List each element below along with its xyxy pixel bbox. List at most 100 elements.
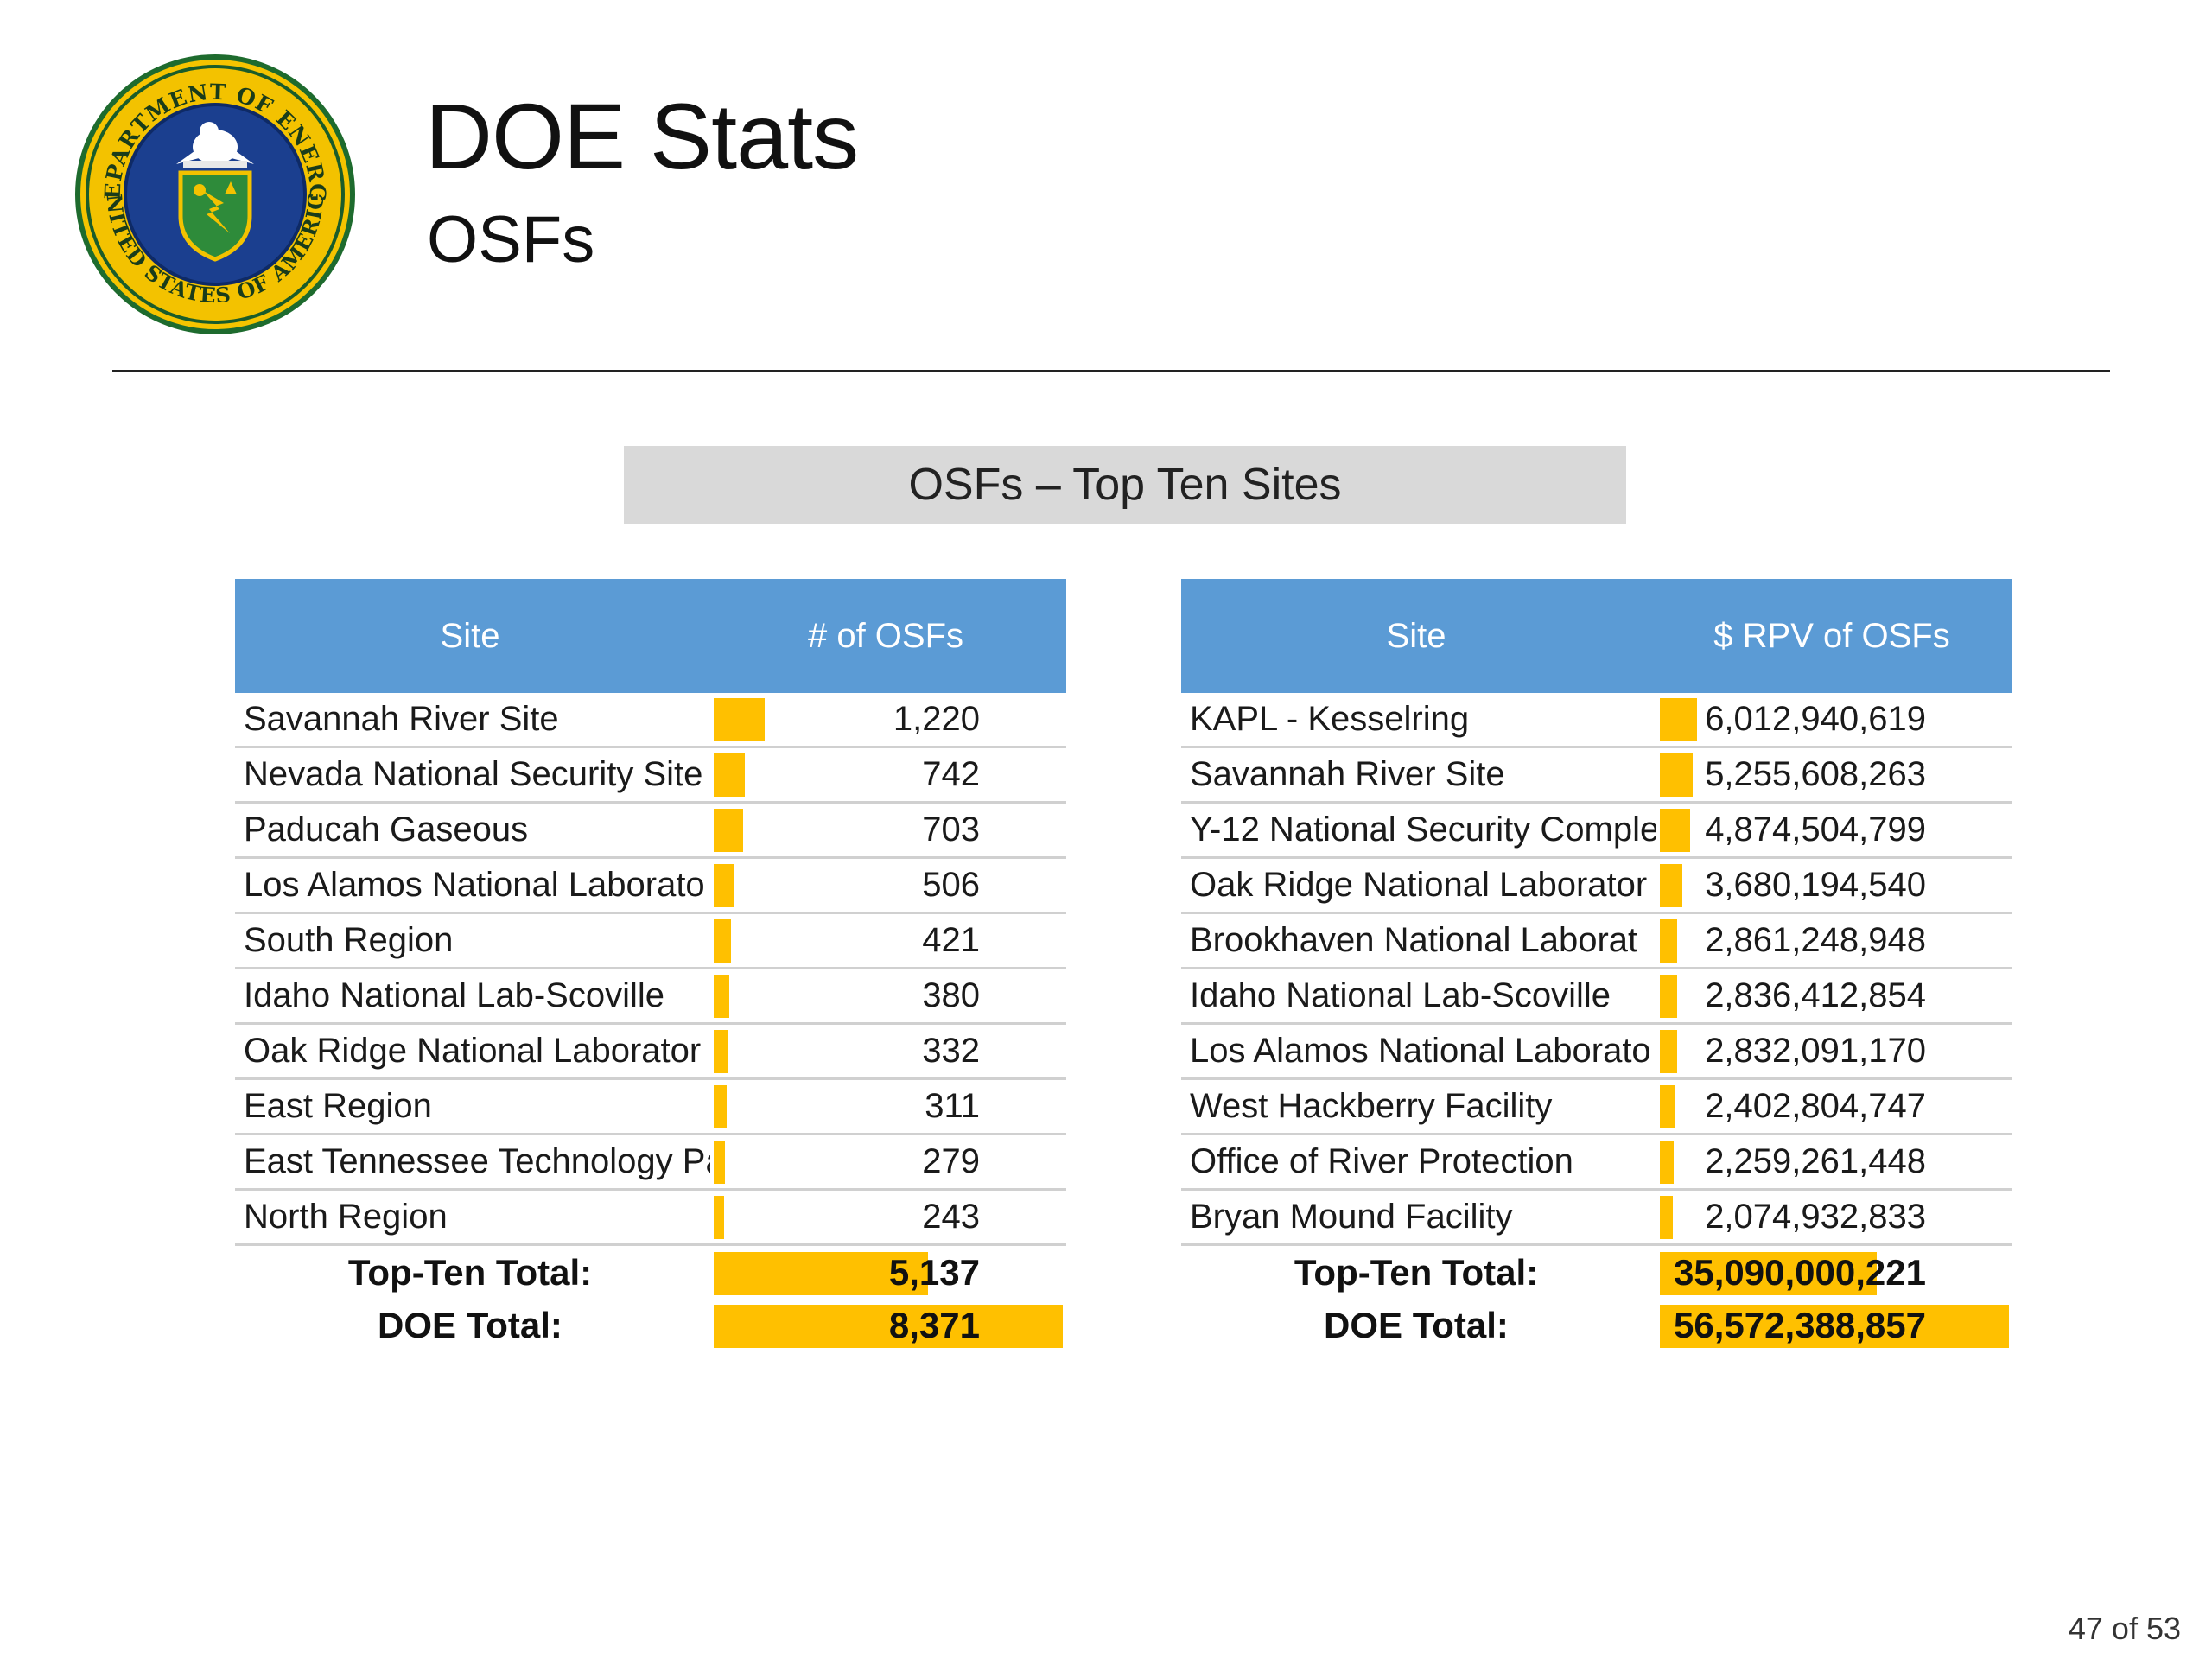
total-value: 8,371 <box>888 1305 980 1345</box>
data-bar <box>1660 1141 1674 1184</box>
data-bar <box>714 864 734 907</box>
row-value: 380 <box>922 976 980 1014</box>
row-value: 2,836,412,854 <box>1705 976 1926 1014</box>
total-bar <box>1660 1305 2009 1348</box>
data-bar <box>1660 1085 1675 1128</box>
data-bar <box>1660 809 1690 852</box>
site-name: East Tennessee Technology Pa <box>244 1142 710 1180</box>
table-header: Site # of OSFs <box>235 579 1066 693</box>
total-label: DOE Total: <box>378 1305 563 1345</box>
table-row: Idaho National Lab-Scoville 380 <box>235 969 1066 1025</box>
table-row: East Tennessee Technology Pa 279 <box>235 1135 1066 1191</box>
data-bar <box>714 753 745 797</box>
column-header-site: Site <box>440 616 500 655</box>
total-bar <box>714 1305 1063 1348</box>
site-name: North Region <box>244 1198 448 1236</box>
row-value: 742 <box>922 755 980 793</box>
row-value: 421 <box>922 921 980 959</box>
column-header-count: # of OSFs <box>807 616 964 655</box>
data-bar <box>714 1030 728 1073</box>
data-bar <box>714 698 765 741</box>
table-row: West Hackberry Facility 2,402,804,747 <box>1181 1080 2012 1135</box>
site-name: Idaho National Lab-Scoville <box>244 976 664 1014</box>
data-bar <box>714 975 729 1018</box>
site-name: KAPL - Kesselring <box>1190 700 1470 738</box>
data-bar <box>1660 919 1677 963</box>
site-name: Savannah River Site <box>1190 755 1505 793</box>
table-row: Bryan Mound Facility 2,074,932,833 <box>1181 1191 2012 1246</box>
site-name: East Region <box>244 1087 432 1125</box>
top-ten-total-row: Top-Ten Total: 5,137 <box>235 1246 1066 1299</box>
total-label: Top-Ten Total: <box>1294 1252 1539 1293</box>
data-bar <box>714 1141 725 1184</box>
table-row: Paducah Gaseous 703 <box>235 804 1066 859</box>
data-bar <box>714 809 743 852</box>
site-name: Y-12 National Security Comple <box>1190 810 1656 849</box>
table-row: Los Alamos National Laborato 506 <box>235 859 1066 914</box>
site-name: Oak Ridge National Laborator <box>1190 866 1648 904</box>
table-header: Site $ RPV of OSFs <box>1181 579 2012 693</box>
table-row: Savannah River Site 1,220 <box>235 693 1066 748</box>
row-value: 279 <box>922 1142 980 1180</box>
row-value: 2,074,932,833 <box>1705 1198 1926 1236</box>
table-row: Nevada National Security Site 742 <box>235 748 1066 804</box>
table-row: Brookhaven National Laborat 2,861,248,948 <box>1181 914 2012 969</box>
table-row: Oak Ridge National Laborator 332 <box>235 1025 1066 1080</box>
header-divider <box>112 370 2110 372</box>
row-value: 1,220 <box>893 700 980 738</box>
table-row: Idaho National Lab-Scoville 2,836,412,854 <box>1181 969 2012 1025</box>
row-value: 243 <box>922 1198 980 1236</box>
section-banner: OSFs – Top Ten Sites <box>624 446 1626 524</box>
column-header-rpv: $ RPV of OSFs <box>1713 616 1950 655</box>
total-bar <box>714 1252 928 1295</box>
row-value: 5,255,608,263 <box>1705 755 1926 793</box>
site-name: Savannah River Site <box>244 700 559 738</box>
data-bar <box>1660 864 1682 907</box>
page-subtitle: OSFs <box>427 203 595 276</box>
total-value: 56,572,388,857 <box>1674 1305 1926 1345</box>
row-value: 506 <box>922 866 980 904</box>
data-bar <box>1660 698 1697 741</box>
site-name: Idaho National Lab-Scoville <box>1190 976 1611 1014</box>
table-row: East Region 311 <box>235 1080 1066 1135</box>
table-row: KAPL - Kesselring 6,012,940,619 <box>1181 693 2012 748</box>
table-row: Office of River Protection 2,259,261,448 <box>1181 1135 2012 1191</box>
total-label: DOE Total: <box>1324 1305 1509 1345</box>
site-name: Los Alamos National Laborato <box>1190 1032 1651 1070</box>
site-name: Oak Ridge National Laborator <box>244 1032 702 1070</box>
osf-rpv-table: Site $ RPV of OSFs KAPL - Kesselring 6,01… <box>1181 579 2012 1351</box>
data-bar <box>1660 1196 1673 1239</box>
row-value: 2,402,804,747 <box>1705 1087 1926 1125</box>
row-value: 332 <box>922 1032 980 1070</box>
table-row: Y-12 National Security Comple 4,874,504,7… <box>1181 804 2012 859</box>
site-name: Brookhaven National Laborat <box>1190 921 1638 959</box>
site-name: Los Alamos National Laborato <box>244 866 705 904</box>
row-value: 311 <box>925 1087 980 1125</box>
site-name: Nevada National Security Site <box>244 755 703 793</box>
site-name: West Hackberry Facility <box>1190 1087 1553 1125</box>
row-value: 2,259,261,448 <box>1705 1142 1926 1180</box>
page-number: 47 of 53 <box>2068 1611 2181 1646</box>
doe-total-row: DOE Total: 56,572,388,857 <box>1181 1299 2012 1351</box>
data-bar <box>1660 1030 1677 1073</box>
total-value: 5,137 <box>888 1252 980 1293</box>
table-row: Los Alamos National Laborato 2,832,091,17… <box>1181 1025 2012 1080</box>
doe-total-row: DOE Total: 8,371 <box>235 1299 1066 1351</box>
table-row: Oak Ridge National Laborator 3,680,194,54… <box>1181 859 2012 914</box>
page-title: DOE Stats <box>425 84 859 188</box>
data-bar <box>1660 753 1693 797</box>
row-value: 4,874,504,799 <box>1705 810 1926 849</box>
column-header-site: Site <box>1386 616 1446 655</box>
row-value: 3,680,194,540 <box>1705 866 1926 904</box>
data-bar <box>714 1196 724 1239</box>
site-name: Bryan Mound Facility <box>1190 1198 1513 1236</box>
doe-seal-logo: DEPARTMENT OF ENERGY UNITED STATES OF AM… <box>63 32 358 337</box>
total-value: 35,090,000,221 <box>1674 1252 1926 1293</box>
table-row: South Region 421 <box>235 914 1066 969</box>
row-value: 2,832,091,170 <box>1705 1032 1926 1070</box>
data-bar <box>714 1085 727 1128</box>
top-ten-total-row: Top-Ten Total: 35,090,000,221 <box>1181 1246 2012 1299</box>
data-bar <box>714 919 731 963</box>
table-row: Savannah River Site 5,255,608,263 <box>1181 748 2012 804</box>
row-value: 2,861,248,948 <box>1705 921 1926 959</box>
